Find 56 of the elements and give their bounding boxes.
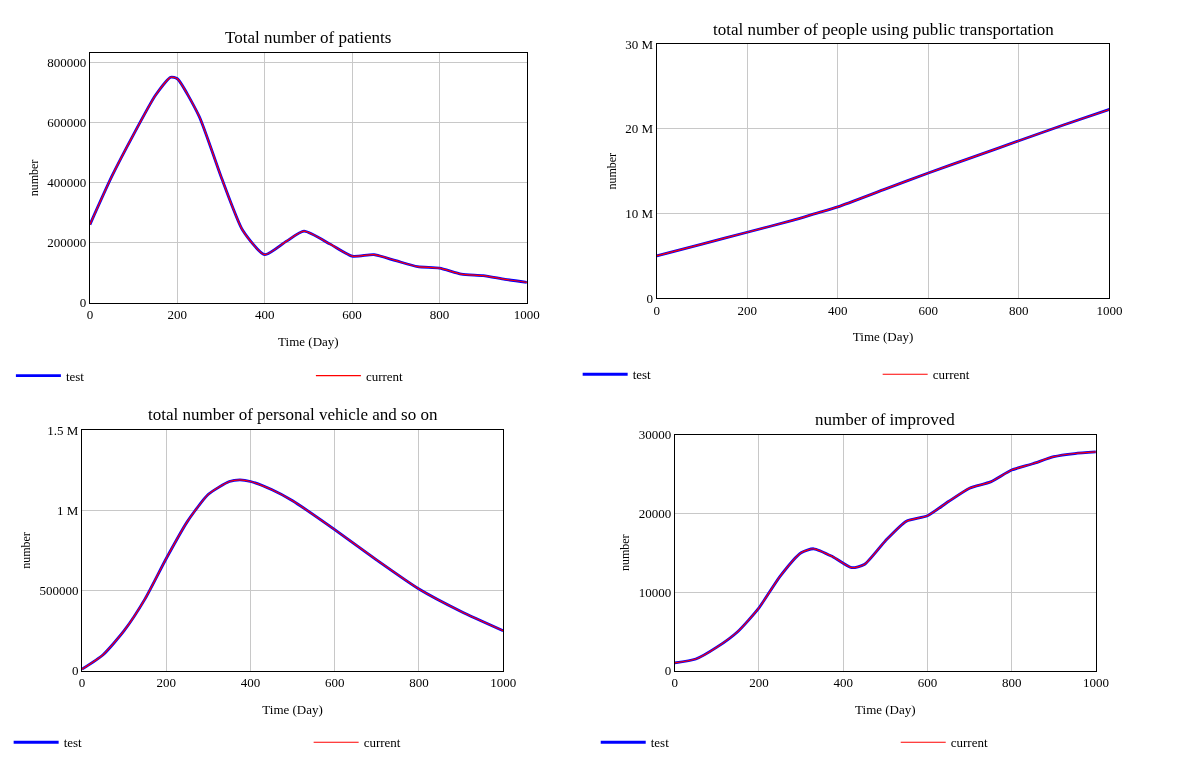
x-tick-label: 200 [749,675,769,691]
y-tick-label: 1 M [57,502,79,518]
y-axis-title: number [604,152,619,190]
x-tick-label: 1000 [490,675,517,691]
y-tick-label: 500000 [39,583,79,599]
legend-label: current [365,368,404,384]
y-tick-label: 0 [664,663,672,679]
x-tick-label: 400 [240,675,261,691]
x-tick-label: 600 [342,307,362,323]
legend-label: test [650,735,670,751]
chart-title: total number of personal vehicle and so on [148,405,438,424]
legend-label: current [363,735,401,751]
chart-title: number of improved [815,410,956,429]
chart-title: Total number of patients [225,28,392,47]
y-tick-label: 600000 [47,114,87,130]
x-tick-label: 800 [1001,675,1022,691]
x-axis-title: Time (Day) [278,333,339,349]
y-tick-label: 20000 [638,505,672,521]
y-tick-label: 0 [646,290,654,306]
y-tick-label: 20 M [625,121,654,137]
y-tick-label: 1.5 M [47,422,79,438]
x-tick-label: 800 [1009,302,1029,318]
x-tick-label: 200 [167,307,188,323]
x-tick-label: 600 [917,675,938,691]
x-axis-title: Time (Day) [855,701,916,717]
x-tick-label: 1000 [1096,302,1123,318]
legend-label: test [65,368,85,384]
legend-label: current [950,735,988,751]
x-tick-label: 1000 [1082,675,1109,691]
y-axis-title: number [26,159,41,197]
y-tick-label: 800000 [47,54,87,70]
x-axis-title: Time (Day) [852,329,914,345]
x-tick-label: 200 [737,302,757,318]
x-tick-label: 200 [156,675,176,691]
legend-label: test [63,735,83,751]
x-tick-label: 400 [254,307,275,323]
x-tick-label: 800 [429,307,450,323]
y-axis-title: number [18,532,33,569]
y-tick-label: 10 M [625,206,654,222]
x-tick-label: 400 [828,302,848,318]
x-axis-title: Time (Day) [262,701,323,717]
y-tick-label: 200000 [47,235,87,251]
legend-label: test [632,367,652,383]
y-tick-label: 400000 [47,175,87,191]
x-tick-label: 400 [833,675,853,691]
x-tick-label: 1000 [513,307,540,323]
y-tick-label: 30000 [638,427,672,443]
legend-label: current [932,367,970,383]
y-tick-label: 30 M [625,36,654,52]
x-tick-label: 600 [324,675,345,691]
y-tick-label: 10000 [638,584,672,600]
x-tick-label: 600 [918,302,939,318]
y-tick-label: 0 [71,663,79,679]
chart-title: total number of people using public transportation [713,20,1055,39]
x-tick-label: 800 [409,675,429,691]
y-axis-title: number [617,534,632,572]
